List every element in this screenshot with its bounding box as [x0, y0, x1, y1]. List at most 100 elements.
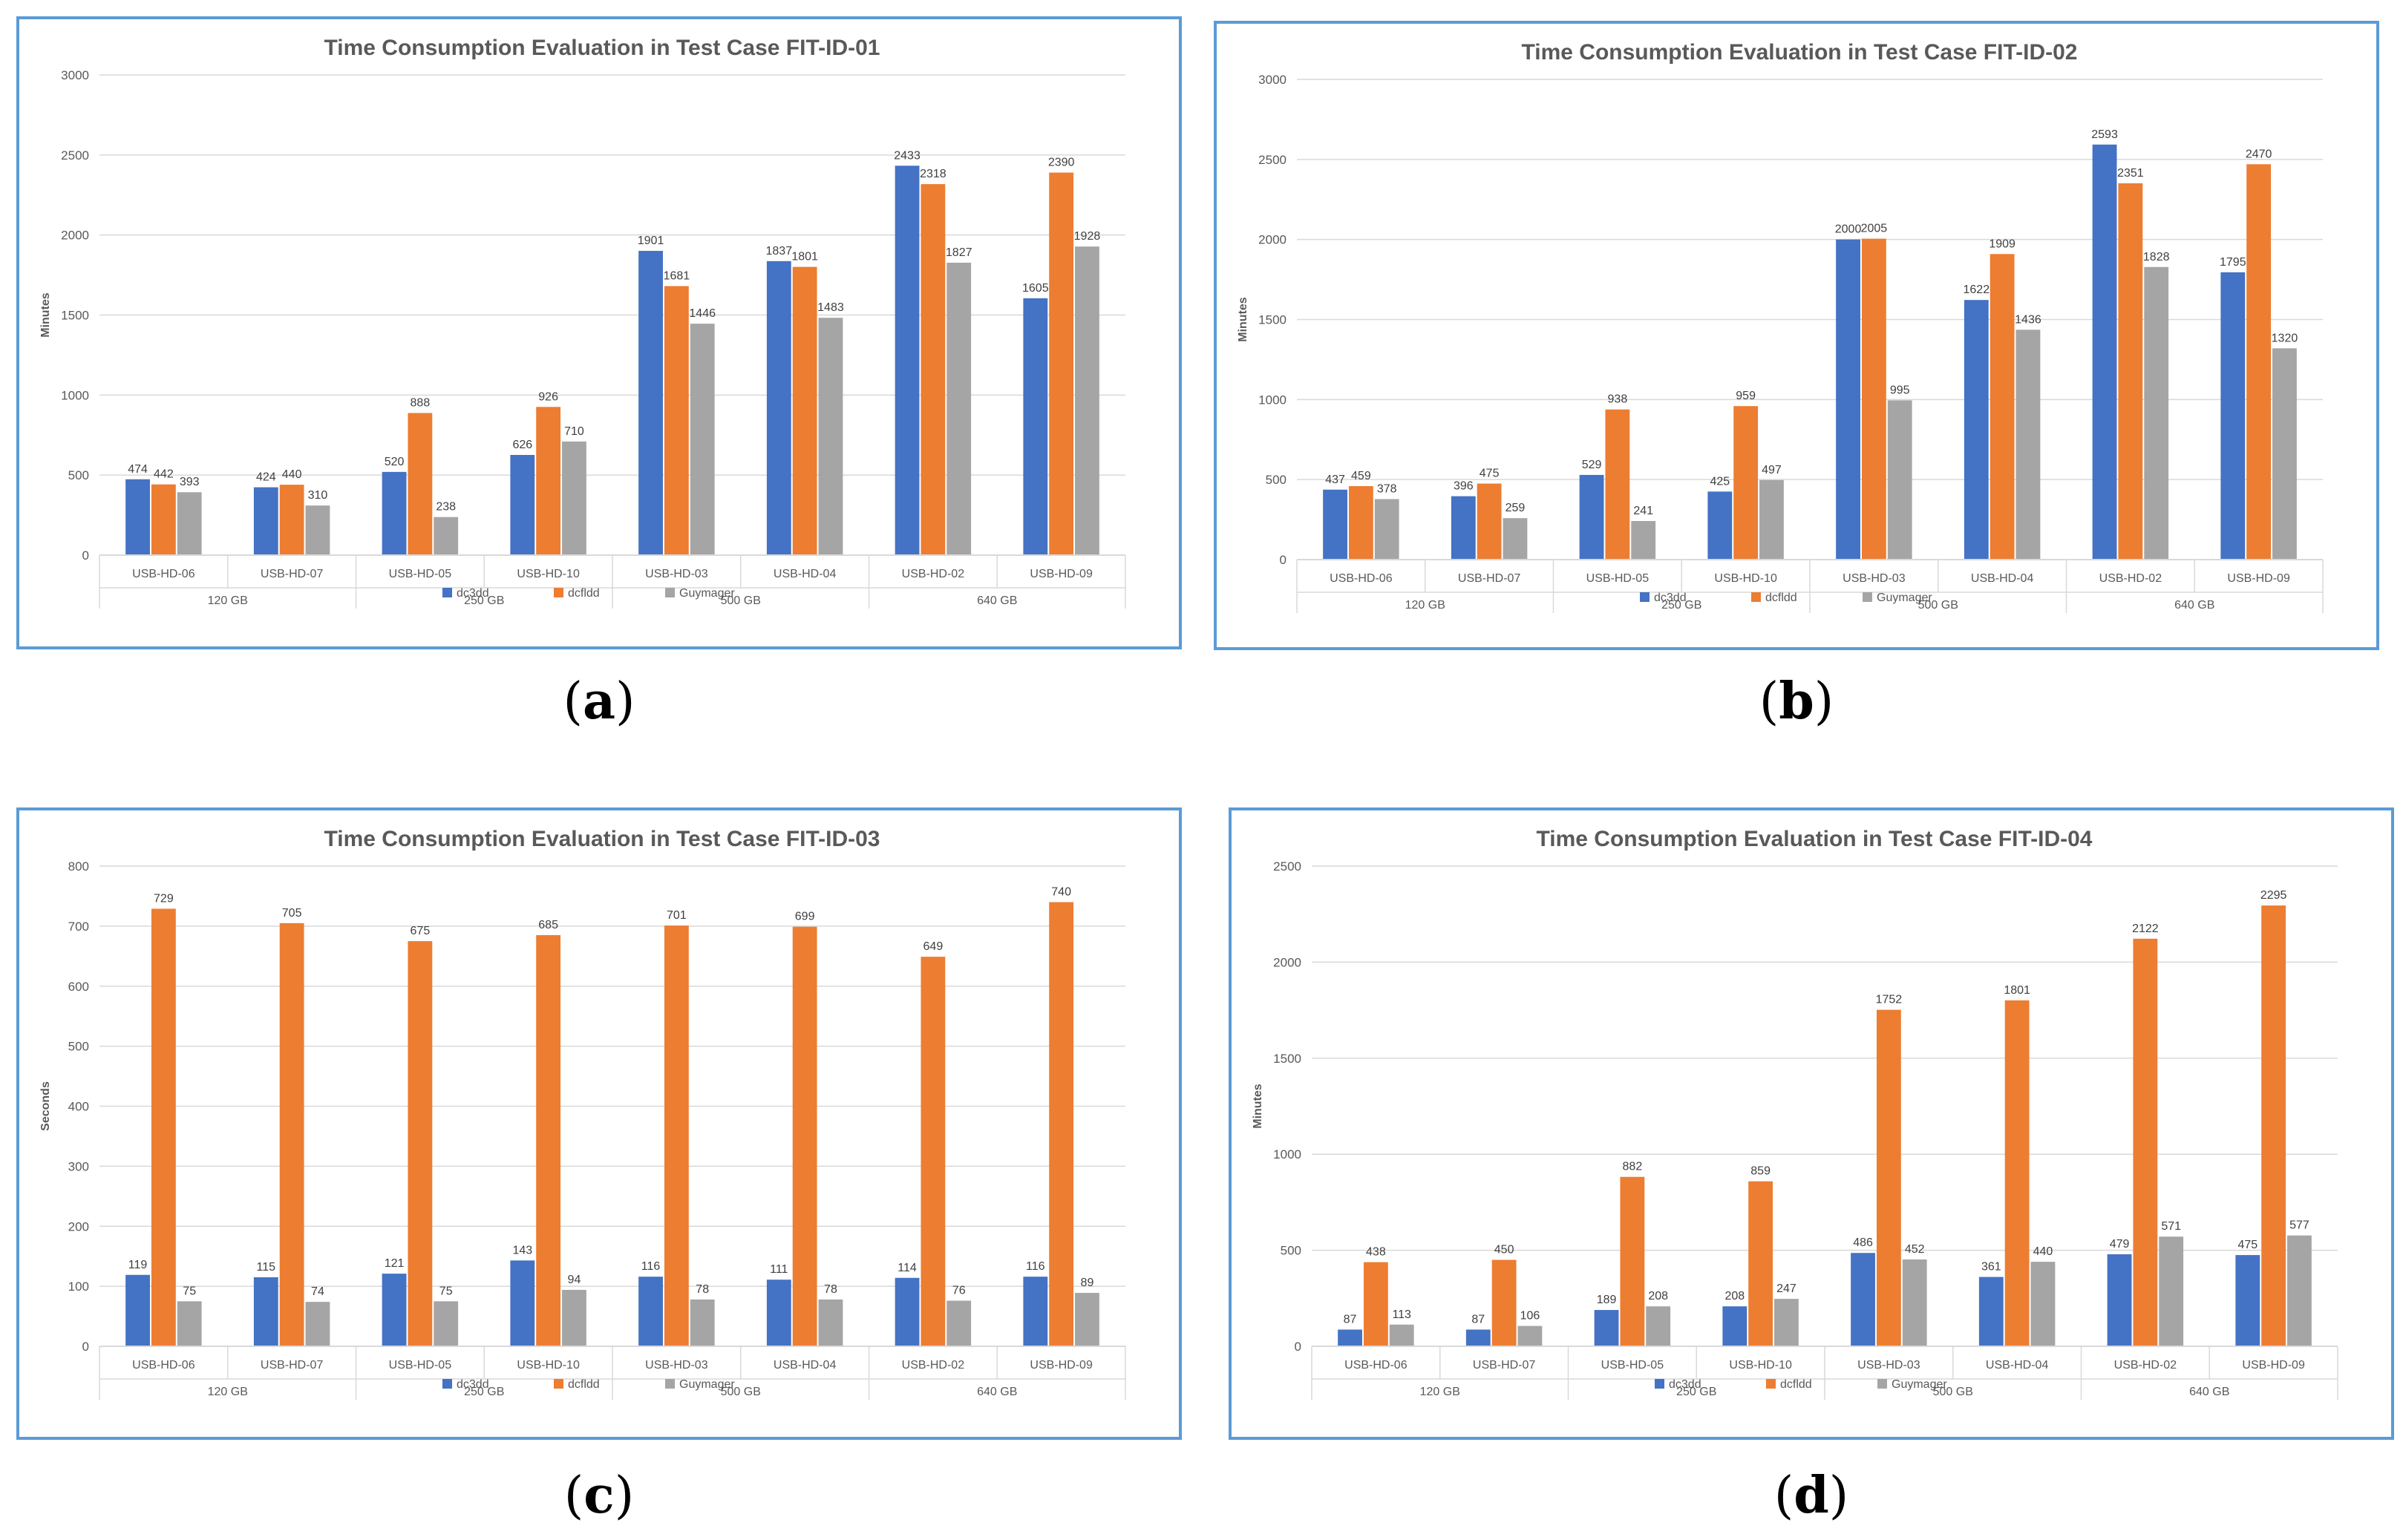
bar-dcfldd	[2004, 1000, 2030, 1346]
data-label: 78	[824, 1283, 837, 1296]
legend-swatch-dcfldd	[1751, 592, 1761, 602]
chart-d: Time Consumption Evaluation in Test Case…	[1252, 827, 2338, 1400]
bar-guymager	[177, 492, 202, 555]
bar-guymager	[1887, 400, 1912, 560]
bar-guymager	[1902, 1259, 1927, 1346]
y-tick-label: 500	[68, 468, 89, 482]
data-label: 241	[1633, 505, 1653, 517]
data-label: 2005	[1861, 223, 1888, 235]
data-label: 705	[282, 907, 302, 920]
data-label: 119	[128, 1259, 148, 1271]
data-label: 1795	[2220, 256, 2246, 269]
data-label: 75	[439, 1285, 453, 1297]
bar-guymager	[818, 1299, 843, 1346]
data-label: 442	[154, 468, 174, 481]
bar-dcfldd	[1348, 486, 1373, 560]
legend-swatch-guymager	[665, 1379, 675, 1389]
data-label: 238	[436, 501, 456, 514]
bar-guymager	[1517, 1326, 1543, 1346]
x-tick-label: USB-HD-02	[902, 1359, 965, 1372]
data-label: 111	[770, 1263, 788, 1276]
x-tick-label: USB-HD-02	[2114, 1359, 2177, 1372]
data-label: 452	[1905, 1243, 1925, 1256]
bar-dcfldd	[1876, 1009, 1901, 1346]
legend-swatch-dcfldd	[554, 588, 563, 597]
x-group-label: 640 GB	[977, 1386, 1017, 1398]
y-tick-label: 2500	[1258, 153, 1286, 167]
x-tick-label: USB-HD-03	[645, 1359, 708, 1372]
data-label: 440	[282, 468, 302, 481]
bar-dc3dd	[766, 1279, 791, 1346]
y-tick-label: 1500	[1273, 1052, 1301, 1066]
x-tick-label: USB-HD-09	[2227, 572, 2290, 585]
x-tick-label: USB-HD-07	[261, 568, 324, 580]
x-tick-label: USB-HD-05	[389, 568, 452, 580]
bar-guymager	[818, 318, 843, 555]
x-group-label: 250 GB	[464, 594, 504, 607]
y-tick-label: 0	[82, 1340, 89, 1354]
x-tick-label: USB-HD-04	[1971, 572, 2034, 585]
y-tick-label: 0	[82, 548, 89, 563]
bar-dc3dd	[1451, 496, 1476, 560]
y-tick-label: 200	[68, 1219, 89, 1233]
y-tick-label: 600	[68, 980, 89, 994]
bar-guymager	[562, 1289, 586, 1346]
data-label: 571	[2161, 1220, 2181, 1233]
bar-guymager	[1075, 246, 1099, 555]
bar-dcfldd	[2261, 905, 2286, 1346]
data-label: 685	[538, 919, 558, 931]
legend-label: dcfldd	[1765, 592, 1797, 604]
bar-dc3dd	[125, 479, 150, 555]
bar-dc3dd	[1707, 491, 1733, 560]
chart-b: Time Consumption Evaluation in Test Case…	[1237, 40, 2324, 613]
x-group-label: 120 GB	[208, 594, 248, 607]
data-label: 938	[1608, 393, 1628, 406]
legend-label: dcfldd	[568, 1378, 600, 1391]
bar-dcfldd	[1477, 483, 1502, 560]
data-label: 1752	[1876, 994, 1903, 1006]
bar-dc3dd	[1465, 1329, 1491, 1346]
bar-guymager	[690, 324, 715, 555]
bar-dcfldd	[664, 286, 689, 555]
data-label: 1928	[1074, 230, 1101, 243]
x-tick-label: USB-HD-09	[1030, 568, 1093, 580]
y-tick-label: 3000	[61, 68, 89, 82]
x-tick-label: USB-HD-05	[1601, 1359, 1664, 1372]
legend-swatch-dc3dd	[1640, 592, 1650, 602]
data-label: 1436	[2015, 313, 2041, 326]
data-label: 440	[2033, 1245, 2053, 1258]
bar-guymager	[2030, 1262, 2056, 1346]
data-label: 2351	[2117, 167, 2144, 180]
bar-guymager	[2272, 348, 2297, 560]
x-tick-label: USB-HD-07	[261, 1359, 324, 1372]
data-label: 1681	[664, 269, 690, 282]
bar-dc3dd	[638, 1277, 663, 1346]
bar-dc3dd	[125, 1274, 150, 1346]
data-label: 520	[385, 456, 405, 468]
legend-swatch-guymager	[1877, 1379, 1887, 1389]
bar-dcfldd	[408, 413, 433, 555]
data-label: 393	[180, 476, 200, 488]
data-label: 2433	[894, 149, 921, 162]
data-label: 116	[1026, 1260, 1045, 1273]
data-label: 529	[1582, 459, 1602, 471]
data-label: 926	[538, 390, 558, 403]
bar-dcfldd	[1861, 238, 1886, 560]
legend-label: Guymager	[679, 1378, 735, 1391]
bar-dc3dd	[382, 471, 407, 555]
y-tick-label: 500	[1266, 473, 1286, 487]
bar-dc3dd	[2107, 1254, 2132, 1346]
y-tick-label: 1000	[61, 388, 89, 402]
bar-dcfldd	[792, 266, 817, 555]
data-label: 76	[952, 1285, 966, 1297]
data-label: 497	[1762, 464, 1782, 476]
bar-guymager	[1646, 1306, 1671, 1346]
data-label: 859	[1750, 1165, 1771, 1178]
x-tick-label: USB-HD-07	[1458, 572, 1521, 585]
legend-label: dc3dd	[1654, 592, 1687, 604]
bar-dc3dd	[1579, 474, 1604, 560]
y-tick-label: 2500	[1273, 859, 1301, 874]
data-label: 475	[2237, 1239, 2257, 1251]
bar-guymager	[1759, 479, 1784, 560]
bar-dcfldd	[151, 484, 176, 555]
